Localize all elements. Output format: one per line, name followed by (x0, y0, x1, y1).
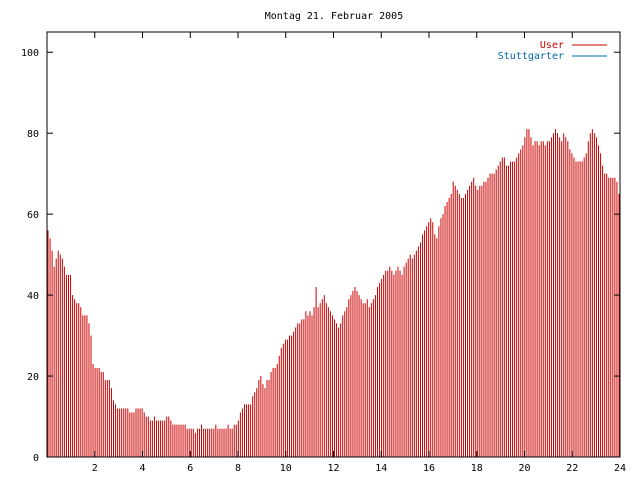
y-tick-label: 100 (21, 48, 39, 59)
x-tick-label: 24 (614, 463, 626, 474)
x-tick-label: 14 (375, 463, 387, 474)
x-tick-label: 16 (423, 463, 435, 474)
x-tick-label: 12 (327, 463, 339, 474)
x-tick-label: 2 (92, 463, 98, 474)
x-tick-label: 4 (139, 463, 145, 474)
x-tick-label: 10 (280, 463, 292, 474)
y-tick-label: 80 (27, 129, 39, 140)
chart-title: Montag 21. Februar 2005 (265, 11, 403, 22)
bars-layer (47, 129, 620, 457)
x-tick-label: 20 (518, 463, 530, 474)
x-tick-label: 18 (471, 463, 483, 474)
legend-item: Stuttgarter (498, 51, 607, 62)
legend-label: Stuttgarter (498, 51, 564, 62)
legend-label: User (540, 40, 564, 51)
x-tick-label: 8 (235, 463, 241, 474)
y-tick-label: 60 (27, 210, 39, 221)
y-tick-label: 20 (27, 372, 39, 383)
x-tick-label: 6 (187, 463, 193, 474)
y-tick-label: 40 (27, 291, 39, 302)
y-tick-label: 0 (33, 453, 39, 464)
legend-item: User (540, 40, 607, 51)
x-tick-label: 22 (566, 463, 578, 474)
